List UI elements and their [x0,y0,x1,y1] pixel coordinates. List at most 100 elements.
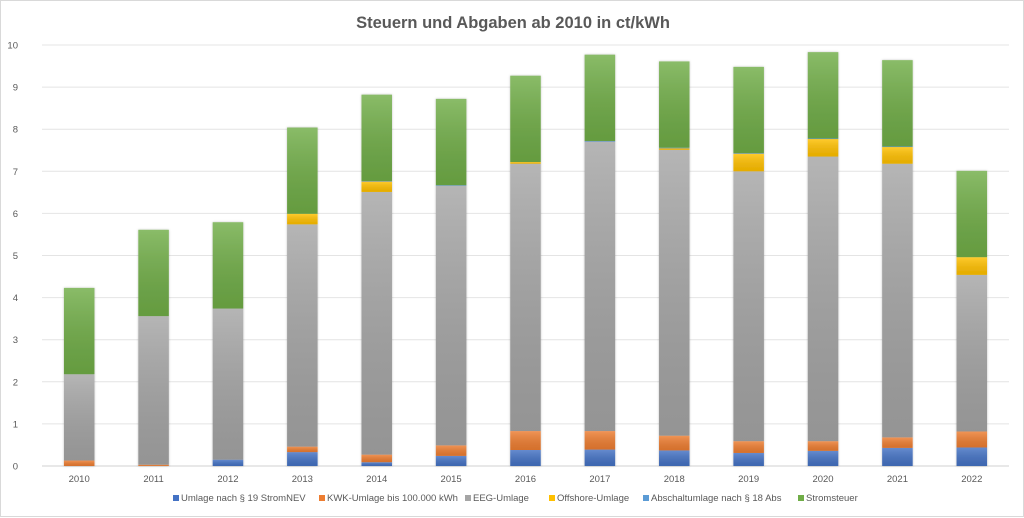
bar-segment-shade [882,437,913,448]
x-tick-label: 2018 [664,474,685,485]
legend-item[interactable]: Stromsteuer [798,493,858,504]
legend-item[interactable]: KWK-Umlage bis 100.000 kWh [319,493,458,504]
y-tick-label: 6 [13,209,18,220]
x-tick-label: 2015 [441,474,462,485]
bar-segment-shade [733,171,764,442]
bar-segment-shade [361,94,392,181]
bar-segment-shade [361,181,392,192]
legend-item[interactable]: Umlage nach § 19 StromNEV [173,493,306,504]
bar-segment-shade [956,257,988,275]
bar-segment-shade [659,149,690,436]
bar-segment-shade [807,441,839,451]
bar-segment-shade [287,446,318,453]
legend-label: Stromsteuer [806,493,858,504]
bar-segment-shade [659,450,690,466]
y-tick-label: 4 [13,293,18,304]
x-tick-label: 2022 [961,474,982,485]
bar-segment-shade [584,431,616,450]
bar-segment-shade [956,274,988,432]
bar-segment-shade [212,459,244,466]
legend-swatch [319,495,325,501]
bars [63,52,988,466]
x-tick-label: 2017 [589,474,610,485]
bar-stack-2021 [882,60,913,466]
y-tick-label: 10 [7,41,18,52]
bar-segment-shade [584,141,616,432]
bar-segment-shade [435,445,467,456]
bar-segment-shade [659,147,690,149]
bar-segment-shade [882,146,913,164]
bar-stack-2016 [510,75,541,466]
y-tick-label: 2 [13,377,18,388]
bar-segment-shade [63,460,95,466]
bar-segment-shade [807,450,839,466]
bar-stack-2011 [138,229,169,466]
x-tick-label: 2013 [292,474,313,485]
bar-segment-shade [435,185,467,186]
y-axis-ticks: 0 1 2 3 4 5 6 7 8 9 10 [7,41,18,473]
bar-segment-shade [138,229,169,317]
bar-segment-shade [287,213,318,225]
bar-segment-shade [63,287,95,375]
bar-stack-2010 [63,287,95,466]
bar-segment-shade [287,452,318,466]
bar-segment-shade [659,61,690,148]
y-tick-label: 0 [13,462,18,473]
bar-stack-2022 [956,170,988,466]
bar-segment-shade [510,75,541,163]
x-tick-label: 2020 [812,474,833,485]
bar-segment-shade [733,66,764,154]
x-tick-label: 2012 [217,474,238,485]
x-tick-label: 2021 [887,474,908,485]
bar-segment-shade [287,127,318,214]
legend-swatch [549,495,555,501]
chart-title: Steuern und Abgaben ab 2010 in ct/kWh [356,14,670,32]
bar-segment-shade [659,435,690,451]
bar-segment-shade [138,316,169,465]
bar-segment-shade [882,146,913,148]
legend-label: Umlage nach § 19 StromNEV [181,493,306,504]
bar-segment-shade [882,163,913,438]
x-axis-ticks: 2010 2011 2012 2013 2014 2015 2016 2017 2018 2019… [69,474,983,485]
bar-segment-shade [138,464,169,466]
bar-segment-shade [510,450,541,466]
bar-segment-shade [361,454,392,463]
bar-segment-shade [435,185,467,446]
y-tick-label: 7 [13,167,18,178]
y-tick-label: 1 [13,419,18,430]
bar-stack-2018 [659,61,690,466]
x-tick-label: 2010 [69,474,90,485]
x-tick-label: 2016 [515,474,536,485]
bar-segment-shade [63,374,95,461]
bar-segment-shade [733,153,764,172]
x-tick-label: 2019 [738,474,759,485]
legend-label: EEG-Umlage [473,493,529,504]
bar-segment-shade [510,163,541,432]
bar-segment-shade [807,52,839,139]
legend-label: Abschaltumlage nach § 18 Abs [651,493,782,504]
bar-segment-shade [584,54,616,141]
legend-item[interactable]: Offshore-Umlage [549,493,629,504]
bar-stack-2017 [584,54,616,466]
y-tick-label: 9 [13,83,18,94]
legend-label: Offshore-Umlage [557,493,629,504]
bar-stack-2014 [361,94,392,466]
bar-segment-shade [361,462,392,466]
legend-swatch [465,495,471,501]
bar-segment-shade [287,224,318,447]
legend-item[interactable]: EEG-Umlage [465,493,529,504]
bar-stack-2013 [287,127,318,466]
bar-stack-2015 [435,98,467,466]
bar-segment-shade [361,191,392,455]
legend-item[interactable]: Abschaltumlage nach § 18 Abs [643,493,782,504]
y-tick-label: 8 [13,125,18,136]
bar-segment-shade [361,180,392,182]
bar-segment-shade [435,98,467,186]
bar-segment-shade [584,449,616,466]
legend-swatch [643,495,649,501]
bar-segment-shade [510,162,541,164]
bar-segment-shade [733,153,764,154]
legend: Umlage nach § 19 StromNEV KWK-Umlage bis … [173,493,858,504]
